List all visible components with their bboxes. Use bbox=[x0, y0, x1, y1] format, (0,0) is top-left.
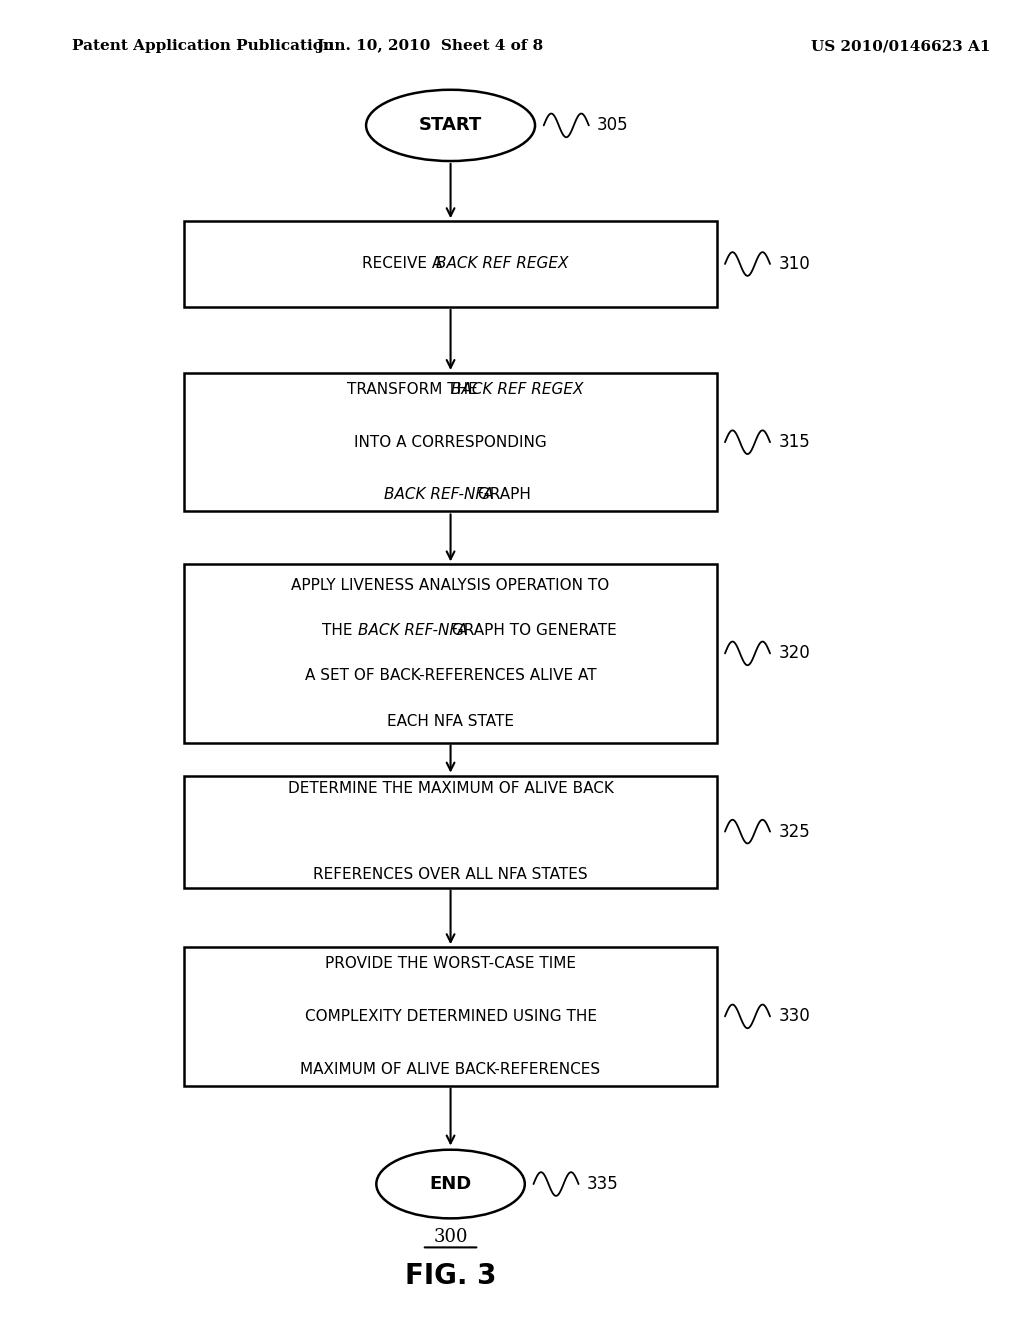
Text: MAXIMUM OF ALIVE BACK-REFERENCES: MAXIMUM OF ALIVE BACK-REFERENCES bbox=[300, 1061, 601, 1077]
Text: 330: 330 bbox=[778, 1007, 810, 1026]
Ellipse shape bbox=[367, 90, 535, 161]
Text: TRANSFORM THE: TRANSFORM THE bbox=[347, 381, 483, 397]
Text: 315: 315 bbox=[778, 433, 810, 451]
Text: COMPLEXITY DETERMINED USING THE: COMPLEXITY DETERMINED USING THE bbox=[304, 1008, 597, 1024]
Text: 305: 305 bbox=[597, 116, 629, 135]
Text: EACH NFA STATE: EACH NFA STATE bbox=[387, 714, 514, 729]
Text: THE: THE bbox=[322, 623, 361, 639]
FancyBboxPatch shape bbox=[184, 372, 717, 511]
Text: BACK REF REGEX: BACK REF REGEX bbox=[436, 256, 568, 272]
Text: GRAPH TO GENERATE: GRAPH TO GENERATE bbox=[446, 623, 616, 639]
Text: INTO A CORRESPONDING: INTO A CORRESPONDING bbox=[354, 434, 547, 450]
FancyBboxPatch shape bbox=[184, 565, 717, 742]
Text: REFERENCES OVER ALL NFA STATES: REFERENCES OVER ALL NFA STATES bbox=[313, 867, 588, 882]
Text: A SET OF BACK-REFERENCES ALIVE AT: A SET OF BACK-REFERENCES ALIVE AT bbox=[305, 668, 596, 684]
Text: Jun. 10, 2010  Sheet 4 of 8: Jun. 10, 2010 Sheet 4 of 8 bbox=[316, 40, 544, 53]
FancyBboxPatch shape bbox=[184, 220, 717, 306]
FancyBboxPatch shape bbox=[184, 776, 717, 887]
Text: 310: 310 bbox=[778, 255, 810, 273]
FancyBboxPatch shape bbox=[184, 948, 717, 1085]
Ellipse shape bbox=[377, 1150, 524, 1218]
Text: Patent Application Publication: Patent Application Publication bbox=[72, 40, 334, 53]
Text: GRAPH: GRAPH bbox=[473, 487, 530, 503]
Text: PROVIDE THE WORST-CASE TIME: PROVIDE THE WORST-CASE TIME bbox=[325, 956, 577, 972]
Text: BACK REF-NFA: BACK REF-NFA bbox=[358, 623, 468, 639]
Text: US 2010/0146623 A1: US 2010/0146623 A1 bbox=[811, 40, 991, 53]
Text: DETERMINE THE MAXIMUM OF ALIVE BACK: DETERMINE THE MAXIMUM OF ALIVE BACK bbox=[288, 781, 613, 796]
Text: 300: 300 bbox=[433, 1228, 468, 1246]
Text: 335: 335 bbox=[587, 1175, 618, 1193]
Text: 325: 325 bbox=[778, 822, 810, 841]
Text: APPLY LIVENESS ANALYSIS OPERATION TO: APPLY LIVENESS ANALYSIS OPERATION TO bbox=[292, 578, 609, 593]
Text: START: START bbox=[419, 116, 482, 135]
Text: BACK REF REGEX: BACK REF REGEX bbox=[451, 381, 583, 397]
Text: RECEIVE A: RECEIVE A bbox=[362, 256, 447, 272]
Text: 320: 320 bbox=[778, 644, 810, 663]
Text: BACK REF-NFA: BACK REF-NFA bbox=[384, 487, 494, 503]
Text: END: END bbox=[429, 1175, 472, 1193]
Text: FIG. 3: FIG. 3 bbox=[404, 1262, 497, 1291]
